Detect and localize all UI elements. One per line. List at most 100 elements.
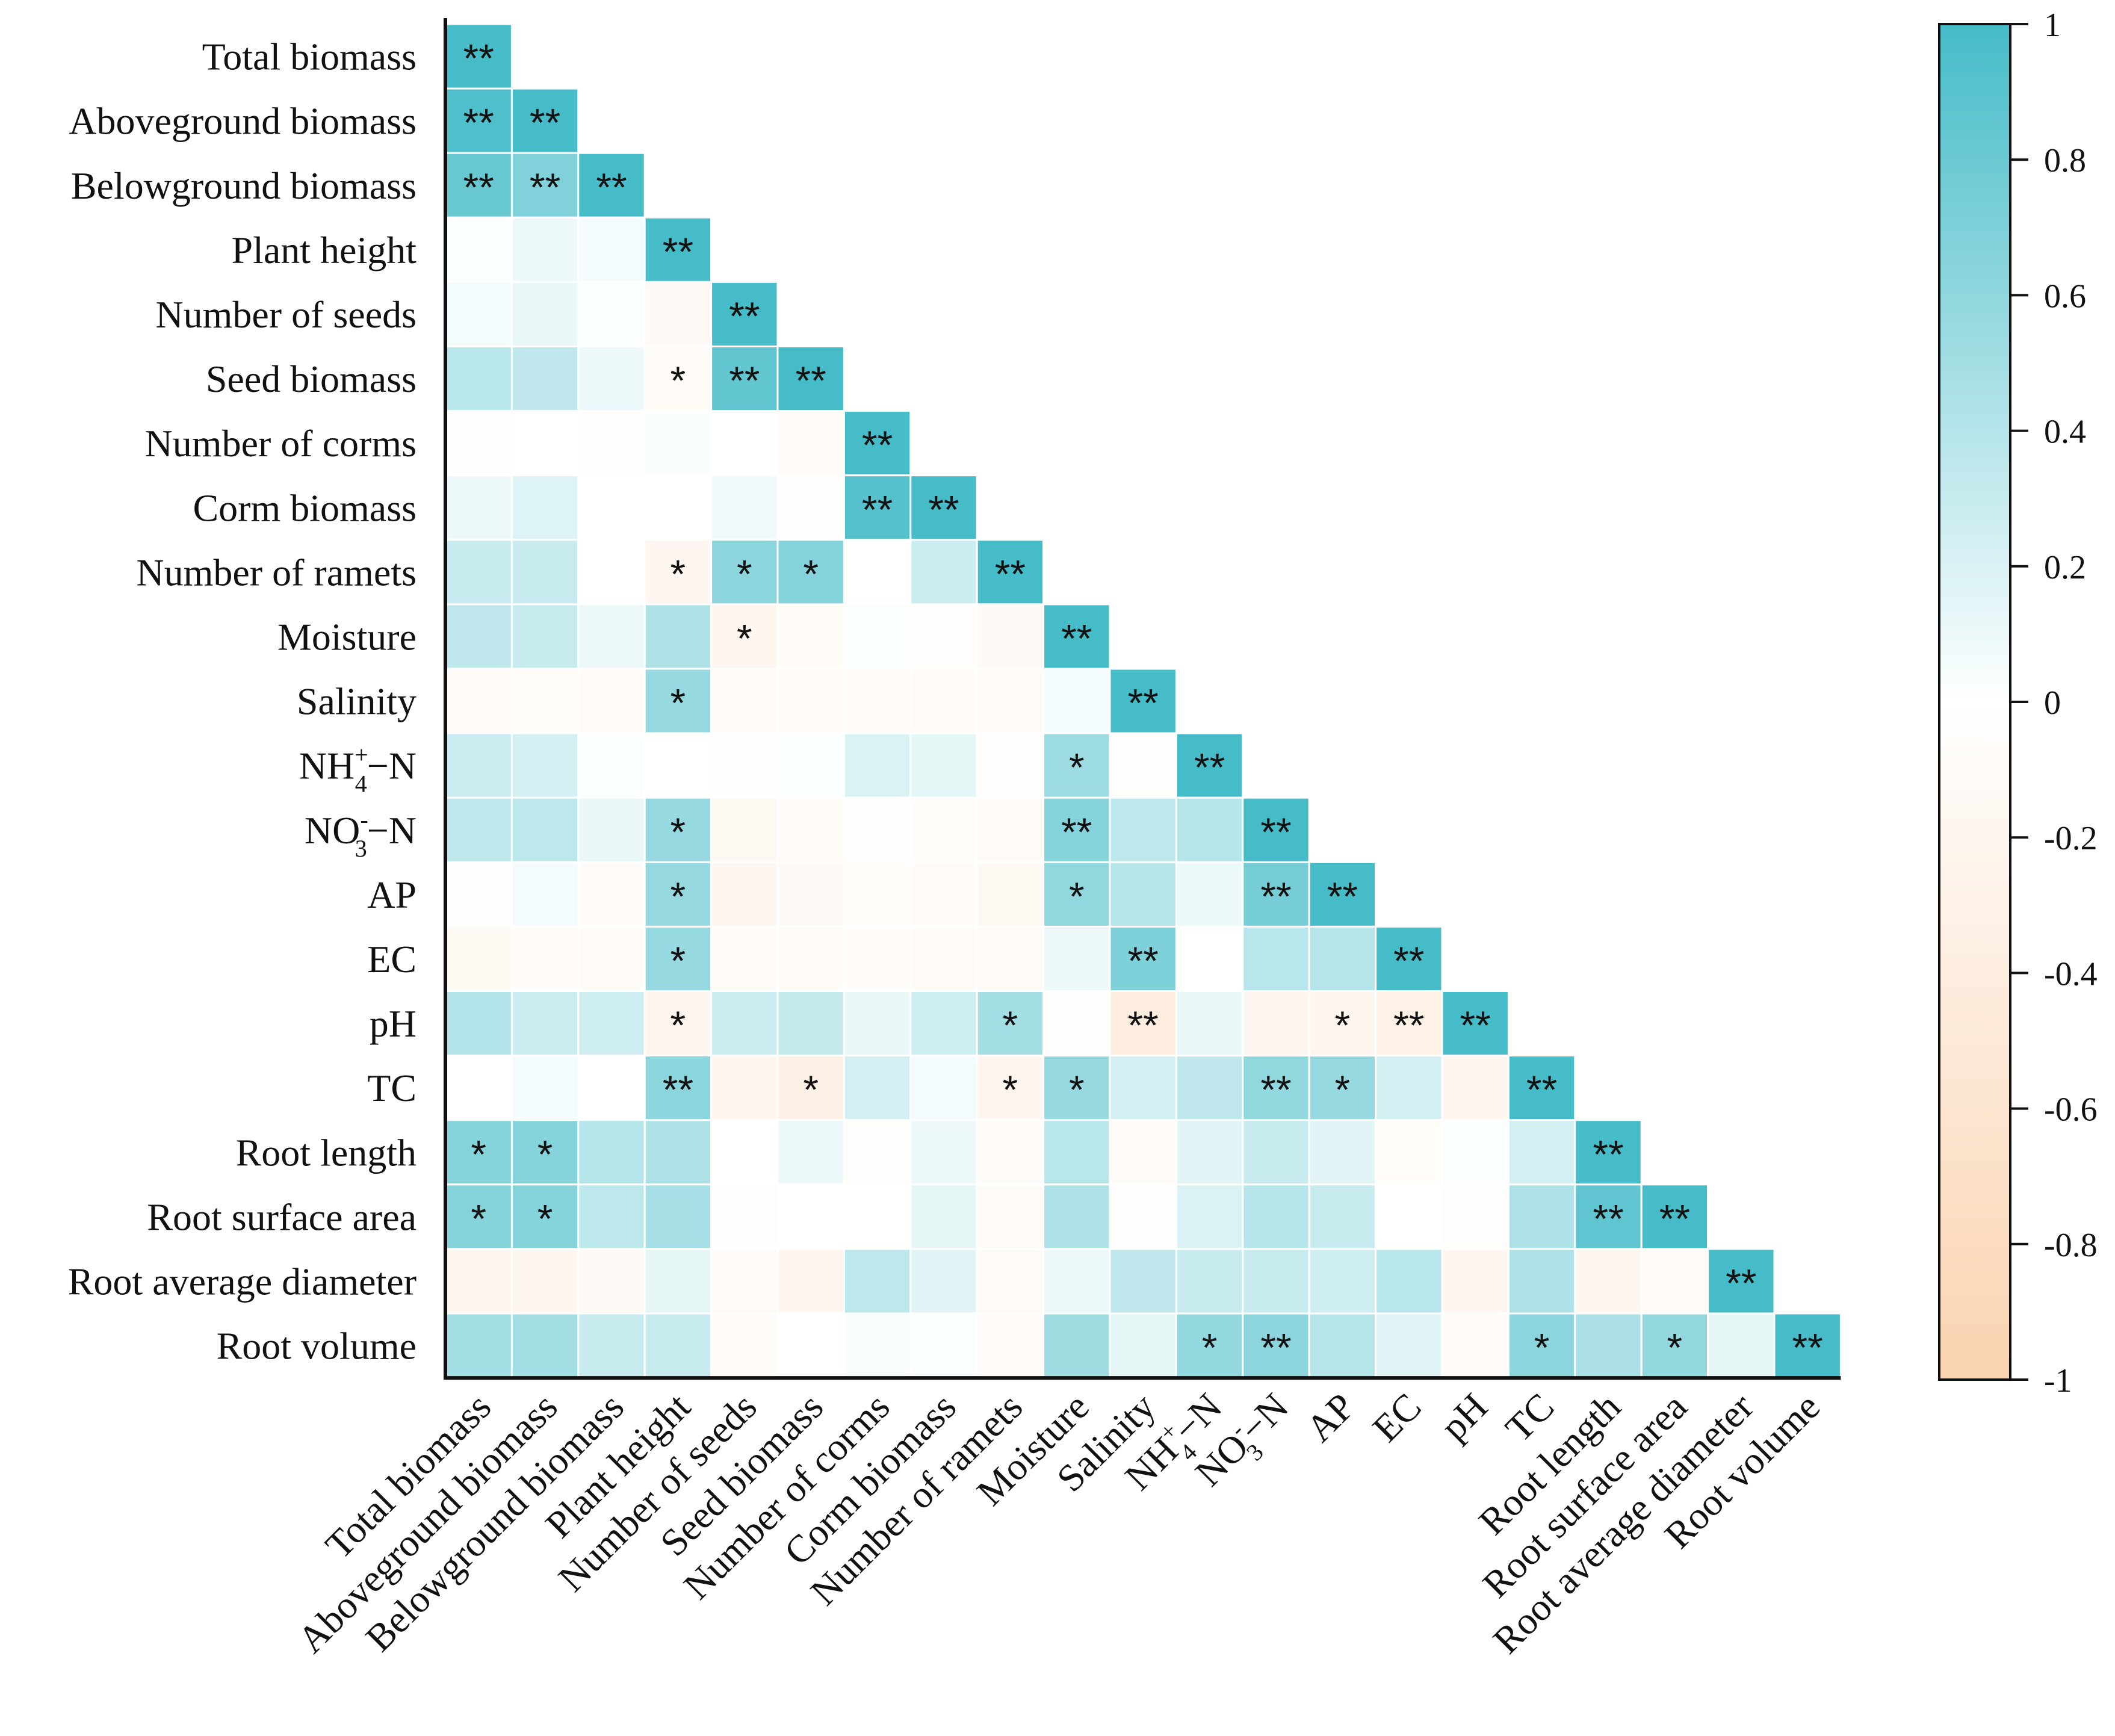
cell-ec-ec bbox=[1375, 925, 1443, 993]
significance-mark: ** bbox=[729, 358, 760, 403]
y-label-belowground-biomass: Belowground biomass bbox=[71, 164, 416, 207]
significance-mark: ** bbox=[663, 1067, 693, 1112]
significance-mark: ** bbox=[1593, 1196, 1623, 1241]
significance-mark: ** bbox=[995, 551, 1026, 596]
colorbar-tick-label: -0.2 bbox=[2044, 820, 2098, 857]
y-axis-labels: Total biomass Aboveground biomass Belowgro… bbox=[68, 36, 417, 1368]
cell-root-length-seed-biomass bbox=[776, 1119, 845, 1186]
colorbar-tick-label: -1 bbox=[2044, 1362, 2072, 1400]
cell-number-of-ramets-total-biomass bbox=[444, 539, 513, 606]
significance-mark: ** bbox=[1128, 681, 1159, 725]
cell-root-length-belowground-biomass bbox=[577, 1119, 646, 1186]
cell-number-of-ramets-corm-biomass bbox=[909, 539, 978, 606]
significance-mark: * bbox=[1667, 1325, 1683, 1370]
cell-nh4-n-aboveground-biomass bbox=[510, 732, 580, 799]
cell-nh4-n-belowground-biomass bbox=[577, 732, 646, 799]
cell-root-volume-number-of-ramets bbox=[976, 1312, 1045, 1379]
significance-mark: ** bbox=[1526, 1067, 1557, 1112]
cell-root-length-no3-n bbox=[1242, 1119, 1310, 1186]
cell-plant-height-total-biomass bbox=[444, 216, 513, 283]
cell-no3-n-moisture bbox=[1042, 796, 1111, 863]
cell-tc-corm-biomass bbox=[909, 1055, 978, 1121]
cell-nh4-n-nh4-n bbox=[1175, 732, 1244, 799]
y-label-aboveground-biomass: Aboveground biomass bbox=[69, 100, 416, 143]
cell-root-volume-number-of-seeds bbox=[710, 1312, 779, 1379]
cell-root-length-salinity bbox=[1109, 1119, 1177, 1186]
cell-plant-height-belowground-biomass bbox=[577, 216, 646, 283]
cell-ec-moisture bbox=[1042, 925, 1111, 993]
colorbar-tick-label: 1 bbox=[2044, 7, 2061, 44]
significance-mark: * bbox=[1069, 745, 1085, 790]
significance-mark: ** bbox=[463, 101, 494, 145]
cell-root-length-tc bbox=[1507, 1119, 1576, 1186]
cell-corm-biomass-corm-biomass bbox=[909, 474, 978, 541]
significance-mark: ** bbox=[729, 294, 760, 338]
cell-root-surface-area-nh4-n bbox=[1175, 1183, 1244, 1250]
cell-root-volume-root-length bbox=[1574, 1312, 1643, 1379]
significance-marks: **** **** ** ******* ** ****** *** * * *** *** *** *… bbox=[463, 36, 1823, 1370]
cell-root-average-diameter-belowground-biomass bbox=[577, 1248, 646, 1315]
cell-root-average-diameter-ph bbox=[1441, 1248, 1510, 1315]
cell-root-average-diameter-number-of-corms bbox=[843, 1248, 912, 1315]
cell-ec-belowground-biomass bbox=[577, 925, 646, 993]
cell-ph-aboveground-biomass bbox=[510, 990, 580, 1057]
cell-number-of-ramets-seed-biomass bbox=[776, 539, 845, 606]
cell-ph-ph bbox=[1441, 990, 1510, 1057]
cell-root-length-plant-height bbox=[643, 1119, 713, 1186]
y-label-moisture: Moisture bbox=[277, 615, 416, 658]
cell-plant-height-plant-height bbox=[643, 216, 713, 283]
cell-root-length-number-of-corms bbox=[843, 1119, 912, 1186]
cell-number-of-corms-belowground-biomass bbox=[577, 410, 646, 477]
cell-plant-height-aboveground-biomass bbox=[510, 216, 580, 283]
cell-root-average-diameter-tc bbox=[1507, 1248, 1576, 1315]
cell-root-surface-area-number-of-ramets bbox=[976, 1183, 1045, 1250]
cell-root-volume-root-surface-area bbox=[1640, 1312, 1709, 1379]
cell-salinity-plant-height bbox=[643, 668, 713, 734]
cell-root-surface-area-plant-height bbox=[643, 1183, 713, 1250]
cell-root-average-diameter-moisture bbox=[1042, 1248, 1111, 1315]
cell-no3-n-corm-biomass bbox=[909, 796, 978, 863]
cell-root-volume-total-biomass bbox=[444, 1312, 513, 1379]
cell-ap-no3-n bbox=[1242, 861, 1310, 928]
y-label-ec: EC bbox=[367, 938, 416, 981]
significance-mark: ** bbox=[1260, 1325, 1291, 1370]
cell-root-average-diameter-total-biomass bbox=[444, 1248, 513, 1315]
x-label-ph: pH bbox=[1432, 1385, 1496, 1449]
cell-root-surface-area-ph bbox=[1441, 1183, 1510, 1250]
significance-mark: * bbox=[670, 938, 686, 983]
cell-salinity-salinity bbox=[1109, 668, 1177, 734]
cell-ap-aboveground-biomass bbox=[510, 861, 580, 928]
cell-root-average-diameter-ec bbox=[1375, 1248, 1443, 1315]
cell-moisture-total-biomass bbox=[444, 603, 513, 670]
significance-mark: ** bbox=[1260, 874, 1291, 919]
cell-no3-n-aboveground-biomass bbox=[510, 796, 580, 863]
cell-root-volume-ph bbox=[1441, 1312, 1510, 1379]
cell-root-average-diameter-root-length bbox=[1574, 1248, 1643, 1315]
colorbar-tick-label: 0.8 bbox=[2044, 142, 2086, 179]
cell-tc-ap bbox=[1308, 1055, 1377, 1121]
cell-root-surface-area-number-of-seeds bbox=[710, 1183, 779, 1250]
cell-nh4-n-number-of-ramets bbox=[976, 732, 1045, 799]
cell-ph-number-of-ramets bbox=[976, 990, 1045, 1057]
significance-mark: ** bbox=[463, 165, 494, 209]
significance-mark: * bbox=[1003, 1003, 1018, 1047]
cell-root-average-diameter-no3-n bbox=[1242, 1248, 1310, 1315]
cell-nh4-n-corm-biomass bbox=[909, 732, 978, 799]
cell-ap-total-biomass bbox=[444, 861, 513, 928]
y-label-plant-height: Plant height bbox=[231, 229, 416, 271]
significance-mark: * bbox=[670, 874, 686, 919]
cell-ec-salinity bbox=[1109, 925, 1177, 993]
colorbar-tick-label: -0.4 bbox=[2044, 955, 2098, 993]
cell-root-average-diameter-root-surface-area bbox=[1640, 1248, 1709, 1315]
y-label-root-average-diameter: Root average diameter bbox=[68, 1260, 416, 1303]
cell-root-surface-area-number-of-corms bbox=[843, 1183, 912, 1250]
axes bbox=[444, 18, 1841, 1380]
cell-root-average-diameter-root-average-diameter bbox=[1707, 1248, 1776, 1315]
cell-moisture-number-of-corms bbox=[843, 603, 912, 670]
significance-mark: * bbox=[471, 1196, 486, 1241]
cell-root-volume-tc bbox=[1507, 1312, 1576, 1379]
significance-mark: * bbox=[670, 1003, 686, 1047]
cell-moisture-aboveground-biomass bbox=[510, 603, 580, 670]
cell-corm-biomass-seed-biomass bbox=[776, 474, 845, 541]
